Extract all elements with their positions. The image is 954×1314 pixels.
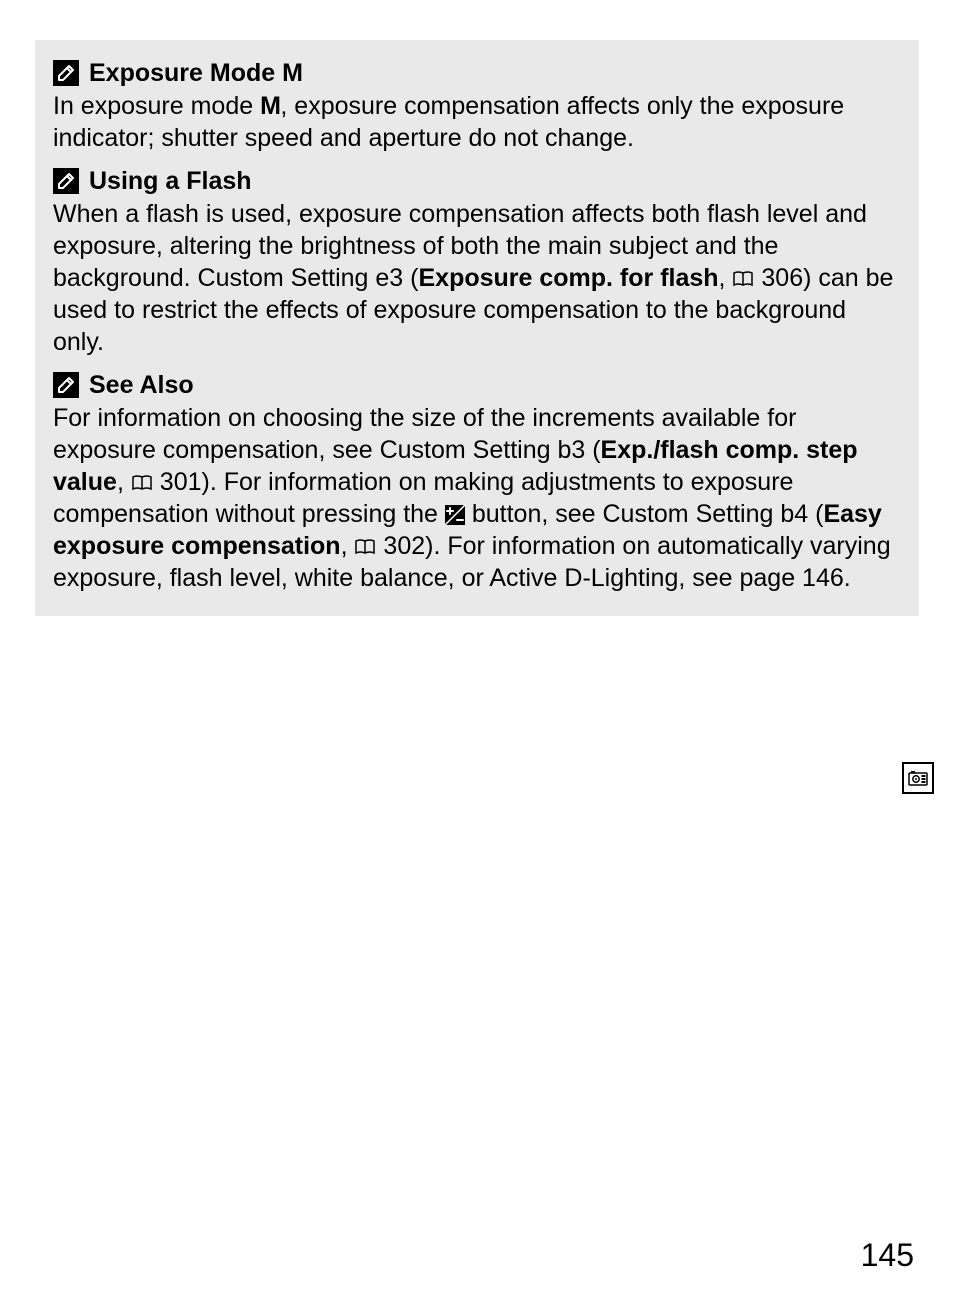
section-exposure-mode-m: Exposure Mode M In exposure mode M, expo… — [53, 58, 901, 154]
side-tab-metering-icon — [902, 762, 934, 794]
section-heading: See Also — [53, 370, 901, 400]
section-see-also: See Also For information on choosing the… — [53, 370, 901, 594]
section-heading: Using a Flash — [53, 166, 901, 196]
pencil-note-icon — [53, 168, 79, 194]
section-body: When a flash is used, exposure compensat… — [53, 198, 901, 358]
heading-text: Using a Flash — [89, 166, 252, 196]
text-run: , — [341, 532, 355, 560]
page-ref-icon — [732, 270, 754, 288]
manual-page: Exposure Mode M In exposure mode M, expo… — [0, 0, 954, 1314]
section-body: For information on choosing the size of … — [53, 402, 901, 594]
text-run: button, see Custom Setting b4 ( — [465, 500, 824, 528]
pencil-note-icon — [53, 372, 79, 398]
page-ref-icon — [354, 538, 376, 556]
heading-text: See Also — [89, 370, 194, 400]
section-using-a-flash: Using a Flash When a flash is used, expo… — [53, 166, 901, 358]
text-run: , — [117, 468, 131, 496]
section-heading: Exposure Mode M — [53, 58, 901, 88]
exposure-comp-icon — [445, 505, 465, 525]
text-run: Exposure comp. for flash — [418, 264, 718, 292]
pencil-note-icon — [53, 60, 79, 86]
page-ref-icon — [131, 474, 153, 492]
text-run: M — [260, 92, 280, 120]
text-run: In exposure mode — [53, 92, 260, 120]
page-number: 145 — [861, 1237, 914, 1274]
text-run: , — [719, 264, 733, 292]
section-body: In exposure mode M, exposure compensatio… — [53, 90, 901, 154]
heading-text: Exposure Mode M — [89, 58, 302, 88]
info-box: Exposure Mode M In exposure mode M, expo… — [35, 40, 919, 616]
